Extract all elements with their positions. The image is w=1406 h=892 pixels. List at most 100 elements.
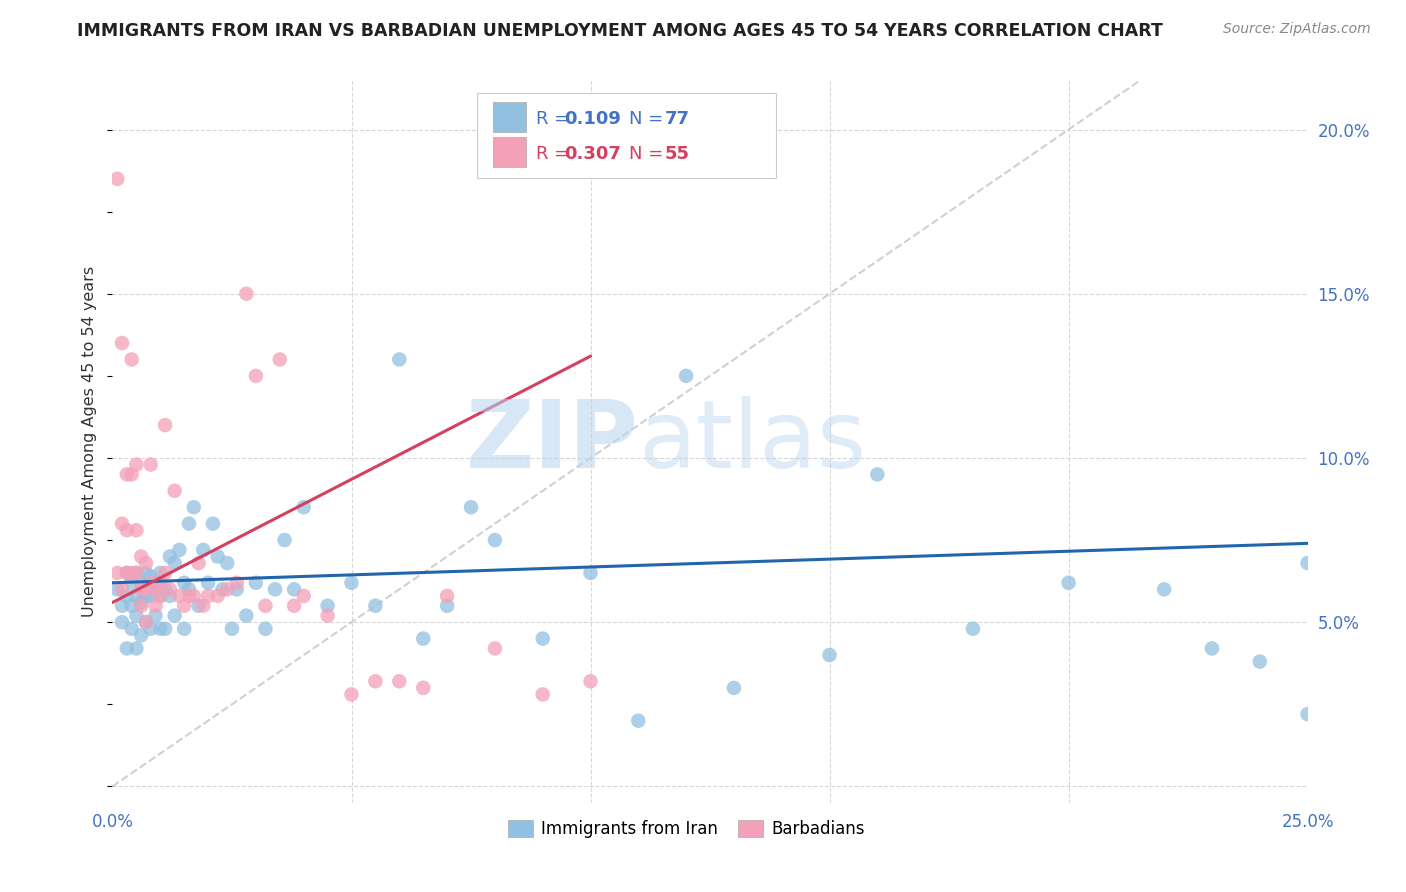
Point	[283, 582, 305, 597]
Point	[125, 608, 148, 623]
Point	[105, 582, 128, 597]
Point	[121, 575, 143, 590]
Point	[115, 589, 138, 603]
Point	[264, 582, 287, 597]
Point	[105, 566, 128, 580]
Point	[364, 599, 387, 613]
Point	[159, 549, 181, 564]
Point	[149, 589, 172, 603]
Text: N =: N =	[628, 111, 669, 128]
Point	[135, 589, 157, 603]
Text: IMMIGRANTS FROM IRAN VS BARBADIAN UNEMPLOYMENT AMONG AGES 45 TO 54 YEARS CORRELA: IMMIGRANTS FROM IRAN VS BARBADIAN UNEMPL…	[77, 22, 1163, 40]
Bar	[492, 136, 526, 167]
Point	[125, 458, 148, 472]
Point	[125, 566, 148, 580]
Point	[235, 608, 257, 623]
Point	[531, 632, 554, 646]
Point	[159, 589, 181, 603]
Point	[177, 582, 200, 597]
Point	[579, 674, 602, 689]
Point	[145, 575, 167, 590]
Point	[173, 599, 195, 613]
Point	[115, 566, 138, 580]
Point	[283, 599, 305, 613]
Point	[145, 582, 167, 597]
Point	[723, 681, 745, 695]
Point	[177, 516, 200, 531]
Text: 77: 77	[665, 111, 689, 128]
Point	[225, 575, 247, 590]
Point	[115, 467, 138, 482]
Point	[177, 589, 200, 603]
Point	[484, 641, 506, 656]
Point	[125, 641, 148, 656]
Text: R =: R =	[536, 145, 575, 163]
Point	[207, 589, 229, 603]
Point	[139, 569, 162, 583]
Point	[163, 608, 186, 623]
Point	[125, 589, 148, 603]
Point	[135, 566, 157, 580]
Point	[149, 589, 172, 603]
Point	[627, 714, 650, 728]
FancyBboxPatch shape	[477, 93, 776, 178]
Point	[460, 500, 482, 515]
Point	[1249, 655, 1271, 669]
Point	[193, 599, 215, 613]
Point	[217, 582, 239, 597]
Point	[866, 467, 889, 482]
Point	[135, 556, 157, 570]
Point	[183, 589, 205, 603]
Point	[1057, 575, 1080, 590]
Point	[292, 589, 315, 603]
Point	[292, 500, 315, 515]
Text: ZIP: ZIP	[465, 395, 638, 488]
Point	[129, 582, 152, 597]
Point	[412, 632, 434, 646]
Point	[173, 622, 195, 636]
Text: R =: R =	[536, 111, 575, 128]
Point	[153, 418, 176, 433]
Point	[153, 566, 176, 580]
Point	[579, 566, 602, 580]
Point	[1153, 582, 1175, 597]
Point	[149, 575, 172, 590]
Point	[316, 608, 339, 623]
Point	[139, 622, 162, 636]
Point	[173, 575, 195, 590]
Point	[1201, 641, 1223, 656]
Point	[125, 523, 148, 537]
Point	[225, 582, 247, 597]
Point	[211, 582, 233, 597]
Point	[111, 336, 134, 351]
Point	[139, 575, 162, 590]
Point	[388, 352, 411, 367]
Point	[121, 467, 143, 482]
Point	[115, 566, 138, 580]
Point	[129, 549, 152, 564]
Point	[145, 599, 167, 613]
Point	[193, 542, 215, 557]
Point	[121, 599, 143, 613]
Point	[105, 171, 128, 186]
Point	[221, 622, 243, 636]
Legend: Immigrants from Iran, Barbadians: Immigrants from Iran, Barbadians	[501, 814, 872, 845]
Point	[111, 615, 134, 630]
Text: 0.109: 0.109	[564, 111, 621, 128]
Point	[436, 599, 458, 613]
Point	[135, 582, 157, 597]
Point	[129, 628, 152, 642]
Point	[436, 589, 458, 603]
Point	[207, 549, 229, 564]
Y-axis label: Unemployment Among Ages 45 to 54 years: Unemployment Among Ages 45 to 54 years	[82, 266, 97, 617]
Point	[235, 286, 257, 301]
Text: 0.307: 0.307	[564, 145, 621, 163]
Point	[153, 582, 176, 597]
Point	[115, 523, 138, 537]
Point	[125, 566, 148, 580]
Point	[111, 516, 134, 531]
Bar	[492, 102, 526, 132]
Point	[163, 483, 186, 498]
Point	[111, 599, 134, 613]
Point	[254, 622, 277, 636]
